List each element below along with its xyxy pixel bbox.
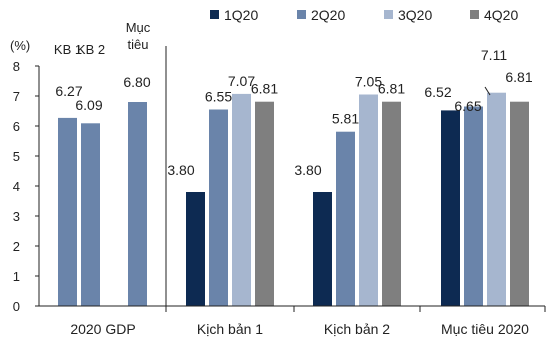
legend-swatch <box>384 10 393 19</box>
data-label: 7.07 <box>228 73 255 89</box>
data-label: 3.80 <box>294 162 321 178</box>
bar-header-label: KB 2 <box>77 42 105 57</box>
bar <box>510 101 529 306</box>
bar-header-label: Mục <box>126 20 151 35</box>
bar <box>359 94 378 306</box>
bar <box>81 123 100 306</box>
bar <box>232 93 251 307</box>
legend-label: 3Q20 <box>398 7 432 23</box>
legend-label: 4Q20 <box>484 7 518 23</box>
y-tick-label: 0 <box>13 299 20 314</box>
data-label: 6.81 <box>505 69 532 85</box>
bar <box>209 109 228 306</box>
y-tick-label: 8 <box>13 59 20 74</box>
x-category-label: 2020 GDP <box>70 321 135 337</box>
data-label: 6.65 <box>454 98 481 114</box>
data-label: 5.81 <box>332 111 359 127</box>
legend-label: 2Q20 <box>311 7 345 23</box>
data-label: 6.55 <box>205 89 232 105</box>
data-label: 6.81 <box>378 81 405 97</box>
x-category-label: Kịch bản 2 <box>324 321 390 337</box>
bar <box>336 131 355 306</box>
y-tick-label: 3 <box>13 209 20 224</box>
legend-swatch <box>470 10 479 19</box>
x-axis: 2020 GDP Kịch bản 1 Kịch bản 2 Mục tiêu 202… <box>39 46 546 337</box>
legend-swatch <box>210 10 219 19</box>
legend-swatch <box>297 10 306 19</box>
legend: 1Q20 2Q20 3Q20 4Q20 <box>210 7 518 23</box>
data-label: 6.09 <box>75 97 102 113</box>
y-axis: 0 1 2 3 4 5 6 7 8 <box>13 59 40 314</box>
data-label: 7.11 <box>481 47 507 63</box>
data-label: 3.80 <box>167 162 194 178</box>
y-tick-label: 1 <box>13 269 20 284</box>
y-axis-label: (%) <box>10 38 30 53</box>
bar-header-label: tiêu <box>128 37 149 52</box>
label-leader-line <box>484 86 491 96</box>
y-tick-label: 5 <box>13 149 20 164</box>
bar <box>255 101 274 306</box>
y-tick-label: 2 <box>13 239 20 254</box>
bar <box>464 106 483 306</box>
legend-label: 1Q20 <box>224 7 258 23</box>
x-category-label: Kịch bản 1 <box>197 321 263 337</box>
bar <box>487 92 506 306</box>
x-category-label: Mục tiêu 2020 <box>441 321 529 337</box>
data-label: 7.05 <box>355 74 382 90</box>
y-tick-label: 4 <box>13 179 20 194</box>
data-label: 6.27 <box>55 83 82 99</box>
bar <box>313 192 332 306</box>
data-label: 6.80 <box>123 74 150 90</box>
data-label: 6.81 <box>251 81 278 97</box>
bar <box>382 101 401 306</box>
bar <box>58 117 77 307</box>
data-label: 6.52 <box>424 84 451 100</box>
bar <box>186 192 205 306</box>
bar <box>441 110 460 307</box>
y-tick-label: 7 <box>13 89 20 104</box>
y-tick-label: 6 <box>13 119 20 134</box>
bar-header-label: KB 1 <box>54 42 82 57</box>
bar <box>128 102 147 306</box>
